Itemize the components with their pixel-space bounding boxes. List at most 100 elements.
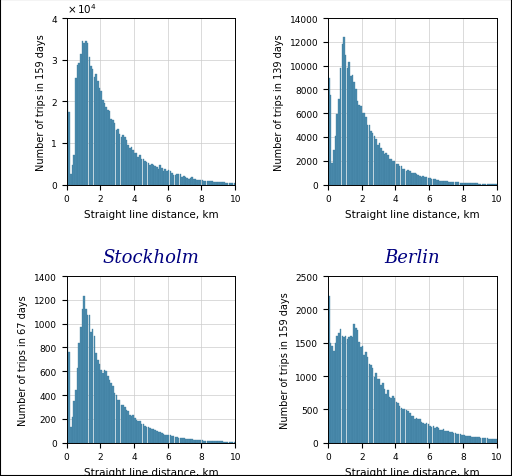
Bar bbox=[68, 112, 70, 185]
Bar bbox=[424, 177, 426, 185]
Bar bbox=[483, 438, 485, 443]
Bar bbox=[95, 353, 97, 443]
Bar bbox=[137, 421, 139, 443]
Bar bbox=[399, 406, 400, 443]
Bar bbox=[387, 391, 389, 443]
Bar bbox=[67, 300, 68, 443]
Bar bbox=[168, 171, 169, 185]
Bar bbox=[404, 170, 406, 185]
Bar bbox=[230, 184, 232, 185]
Bar bbox=[122, 136, 124, 185]
Bar bbox=[330, 343, 331, 443]
Bar bbox=[392, 397, 394, 443]
Bar bbox=[133, 415, 134, 443]
Bar bbox=[166, 435, 168, 443]
Bar bbox=[100, 370, 102, 443]
Bar bbox=[422, 423, 424, 443]
Bar bbox=[365, 118, 367, 185]
Bar bbox=[220, 183, 222, 185]
Bar bbox=[77, 66, 78, 185]
Bar bbox=[475, 184, 476, 185]
Bar bbox=[353, 324, 355, 443]
Bar bbox=[124, 407, 125, 443]
Bar bbox=[450, 432, 451, 443]
Bar bbox=[217, 441, 218, 443]
Bar bbox=[370, 132, 372, 185]
Bar bbox=[158, 432, 159, 443]
Bar bbox=[477, 184, 478, 185]
Bar bbox=[343, 337, 345, 443]
Bar bbox=[338, 100, 340, 185]
Bar bbox=[121, 405, 122, 443]
Bar bbox=[70, 427, 72, 443]
Bar bbox=[365, 352, 367, 443]
Bar bbox=[129, 415, 131, 443]
Bar bbox=[434, 428, 436, 443]
Bar bbox=[458, 434, 459, 443]
Bar bbox=[461, 183, 463, 185]
Bar bbox=[331, 347, 333, 443]
Bar bbox=[119, 135, 120, 185]
Bar bbox=[421, 177, 422, 185]
Bar bbox=[147, 163, 149, 185]
Bar bbox=[448, 182, 450, 185]
Bar bbox=[397, 165, 399, 185]
Bar bbox=[392, 162, 394, 185]
Bar bbox=[451, 183, 453, 185]
Bar bbox=[347, 69, 348, 185]
Bar bbox=[75, 390, 77, 443]
Bar bbox=[227, 183, 228, 185]
Bar bbox=[122, 405, 124, 443]
Bar bbox=[134, 154, 136, 185]
Bar bbox=[348, 62, 350, 185]
Bar bbox=[441, 181, 442, 185]
Bar bbox=[190, 439, 191, 443]
Bar bbox=[350, 337, 352, 443]
X-axis label: Straight line distance, km: Straight line distance, km bbox=[83, 209, 218, 219]
Bar bbox=[387, 155, 389, 185]
Bar bbox=[85, 42, 87, 185]
Bar bbox=[104, 370, 105, 443]
Bar bbox=[444, 431, 446, 443]
Bar bbox=[439, 430, 441, 443]
Y-axis label: Number of trips in 67 days: Number of trips in 67 days bbox=[18, 295, 28, 425]
Bar bbox=[147, 427, 149, 443]
Bar bbox=[109, 380, 111, 443]
Bar bbox=[408, 170, 409, 185]
Bar bbox=[83, 44, 85, 185]
Bar bbox=[168, 435, 169, 443]
Bar bbox=[102, 374, 103, 443]
Bar bbox=[478, 184, 480, 185]
Bar bbox=[200, 181, 201, 185]
Bar bbox=[114, 123, 115, 185]
Bar bbox=[125, 141, 127, 185]
Bar bbox=[72, 417, 73, 443]
Bar bbox=[358, 343, 360, 443]
Bar bbox=[475, 437, 476, 443]
Bar bbox=[144, 162, 146, 185]
Bar bbox=[114, 393, 115, 443]
Bar bbox=[89, 315, 90, 443]
Bar bbox=[197, 181, 198, 185]
Bar bbox=[186, 178, 188, 185]
Bar bbox=[380, 386, 382, 443]
Bar bbox=[136, 154, 137, 185]
Bar bbox=[97, 81, 98, 185]
Bar bbox=[195, 180, 197, 185]
Bar bbox=[419, 177, 421, 185]
Bar bbox=[102, 101, 103, 185]
Bar bbox=[472, 184, 473, 185]
Bar bbox=[465, 184, 466, 185]
Bar bbox=[68, 353, 70, 443]
Bar bbox=[369, 365, 370, 443]
Bar bbox=[219, 441, 220, 443]
Bar bbox=[215, 182, 217, 185]
Bar bbox=[208, 182, 210, 185]
Bar bbox=[453, 433, 455, 443]
Bar bbox=[83, 297, 85, 443]
Bar bbox=[87, 44, 89, 185]
Bar bbox=[414, 174, 416, 185]
Bar bbox=[336, 337, 338, 443]
Bar bbox=[355, 328, 356, 443]
Bar bbox=[352, 337, 353, 443]
